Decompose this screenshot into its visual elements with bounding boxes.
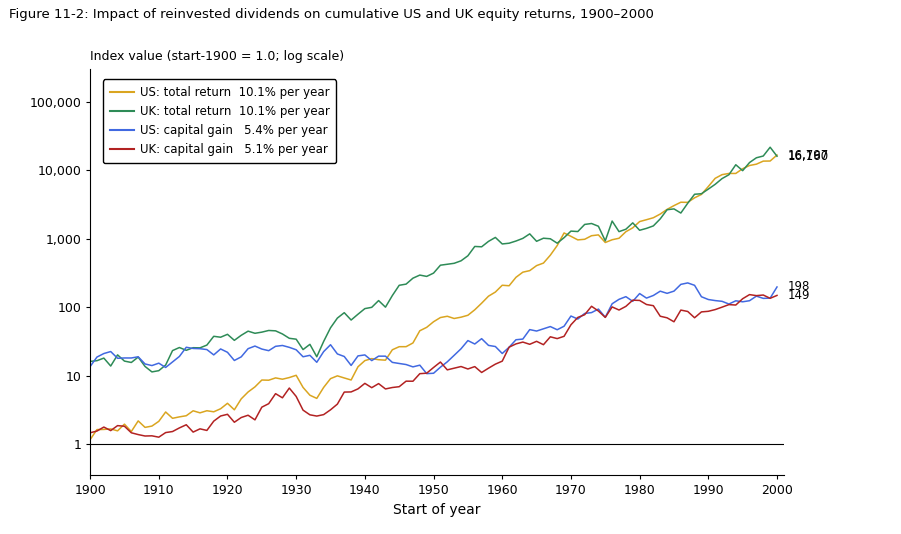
UK: capital gain   5.1% per year: (1.95e+03, 8.3): capital gain 5.1% per year: (1.95e+03, 8… xyxy=(407,378,418,384)
UK: total return  10.1% per year: (1.91e+03, 18.7): total return 10.1% per year: (1.91e+03, … xyxy=(132,354,143,360)
UK: capital gain   5.1% per year: (1.98e+03, 101): capital gain 5.1% per year: (1.98e+03, 1… xyxy=(606,304,617,310)
US: total return  10.1% per year: (1.98e+03, 885): total return 10.1% per year: (1.98e+03, … xyxy=(600,239,611,246)
UK: total return  10.1% per year: (2e+03, 1.62e+04): total return 10.1% per year: (2e+03, 1.6… xyxy=(771,153,782,160)
UK: capital gain   5.1% per year: (1.93e+03, 3.89): capital gain 5.1% per year: (1.93e+03, 3… xyxy=(263,400,274,407)
Legend: US: total return  10.1% per year, UK: total return  10.1% per year, US: capital : US: total return 10.1% per year, UK: tot… xyxy=(103,80,336,163)
X-axis label: Start of year: Start of year xyxy=(393,503,481,517)
UK: total return  10.1% per year: (1.98e+03, 1.82e+03): total return 10.1% per year: (1.98e+03, … xyxy=(606,218,617,224)
UK: capital gain   5.1% per year: (1.96e+03, 26.1): capital gain 5.1% per year: (1.96e+03, 2… xyxy=(504,344,514,350)
US: total return  10.1% per year: (1.91e+03, 2.18): total return 10.1% per year: (1.91e+03, … xyxy=(132,418,143,424)
US: total return  10.1% per year: (1.9e+03, 1.16): total return 10.1% per year: (1.9e+03, 1… xyxy=(85,436,96,443)
Text: 198: 198 xyxy=(787,280,810,294)
US: capital gain   5.4% per year: (1.98e+03, 113): capital gain 5.4% per year: (1.98e+03, 1… xyxy=(606,301,617,307)
UK: capital gain   5.1% per year: (2e+03, 153): capital gain 5.1% per year: (2e+03, 153) xyxy=(744,292,755,298)
Text: 16,797: 16,797 xyxy=(787,148,829,162)
US: total return  10.1% per year: (2e+03, 1.68e+04): total return 10.1% per year: (2e+03, 1.6… xyxy=(771,152,782,158)
UK: capital gain   5.1% per year: (1.9e+03, 1.46): capital gain 5.1% per year: (1.9e+03, 1.… xyxy=(85,429,96,436)
US: capital gain   5.4% per year: (1.91e+03, 18.9): capital gain 5.4% per year: (1.91e+03, 1… xyxy=(132,354,143,360)
Line: UK: capital gain   5.1% per year: UK: capital gain 5.1% per year xyxy=(90,295,777,437)
Line: UK: total return  10.1% per year: UK: total return 10.1% per year xyxy=(90,147,777,372)
UK: capital gain   5.1% per year: (2e+03, 149): capital gain 5.1% per year: (2e+03, 149) xyxy=(771,292,782,299)
UK: total return  10.1% per year: (1.97e+03, 1.28e+03): total return 10.1% per year: (1.97e+03, … xyxy=(572,229,583,235)
US: capital gain   5.4% per year: (1.95e+03, 10.7): capital gain 5.4% per year: (1.95e+03, 1… xyxy=(422,371,432,377)
UK: total return  10.1% per year: (1.9e+03, 16.2): total return 10.1% per year: (1.9e+03, 1… xyxy=(85,358,96,365)
US: total return  10.1% per year: (1.95e+03, 26.5): total return 10.1% per year: (1.95e+03, … xyxy=(401,343,412,350)
UK: total return  10.1% per year: (1.93e+03, 45.8): total return 10.1% per year: (1.93e+03, … xyxy=(263,327,274,334)
US: capital gain   5.4% per year: (1.95e+03, 14.5): capital gain 5.4% per year: (1.95e+03, 1… xyxy=(401,362,412,368)
US: capital gain   5.4% per year: (1.96e+03, 26): capital gain 5.4% per year: (1.96e+03, 2… xyxy=(504,344,514,350)
UK: total return  10.1% per year: (1.96e+03, 864): total return 10.1% per year: (1.96e+03, … xyxy=(504,240,514,246)
Text: Index value (start-1900 = 1.0; log scale): Index value (start-1900 = 1.0; log scale… xyxy=(90,50,344,64)
Line: US: total return  10.1% per year: US: total return 10.1% per year xyxy=(90,155,777,439)
US: capital gain   5.4% per year: (1.99e+03, 227): capital gain 5.4% per year: (1.99e+03, 2… xyxy=(682,280,693,286)
Text: 149: 149 xyxy=(787,289,810,302)
US: capital gain   5.4% per year: (1.9e+03, 13.6): capital gain 5.4% per year: (1.9e+03, 13… xyxy=(85,363,96,370)
UK: capital gain   5.1% per year: (1.97e+03, 71): capital gain 5.1% per year: (1.97e+03, 7… xyxy=(572,314,583,320)
US: total return  10.1% per year: (1.96e+03, 210): total return 10.1% per year: (1.96e+03, … xyxy=(496,282,507,288)
UK: capital gain   5.1% per year: (1.91e+03, 1.38): capital gain 5.1% per year: (1.91e+03, 1… xyxy=(132,431,143,438)
Text: 16,160: 16,160 xyxy=(787,150,828,163)
US: total return  10.1% per year: (1.97e+03, 1.09e+03): total return 10.1% per year: (1.97e+03, … xyxy=(566,233,577,240)
UK: total return  10.1% per year: (2e+03, 2.19e+04): total return 10.1% per year: (2e+03, 2.1… xyxy=(765,144,776,151)
US: total return  10.1% per year: (1.92e+03, 8.64): total return 10.1% per year: (1.92e+03, … xyxy=(257,377,268,383)
UK: total return  10.1% per year: (1.95e+03, 266): total return 10.1% per year: (1.95e+03, … xyxy=(407,275,418,281)
UK: capital gain   5.1% per year: (1.91e+03, 1.26): capital gain 5.1% per year: (1.91e+03, 1… xyxy=(153,434,164,441)
UK: total return  10.1% per year: (1.91e+03, 11.3): total return 10.1% per year: (1.91e+03, … xyxy=(147,368,158,375)
US: capital gain   5.4% per year: (2e+03, 198): capital gain 5.4% per year: (2e+03, 198) xyxy=(771,284,782,290)
US: capital gain   5.4% per year: (1.97e+03, 67.3): capital gain 5.4% per year: (1.97e+03, 6… xyxy=(572,316,583,322)
US: capital gain   5.4% per year: (1.92e+03, 24.5): capital gain 5.4% per year: (1.92e+03, 2… xyxy=(257,346,268,352)
Line: US: capital gain   5.4% per year: US: capital gain 5.4% per year xyxy=(90,283,777,374)
Text: Figure 11-2: Impact of reinvested dividends on cumulative US and UK equity retur: Figure 11-2: Impact of reinvested divide… xyxy=(9,8,654,21)
